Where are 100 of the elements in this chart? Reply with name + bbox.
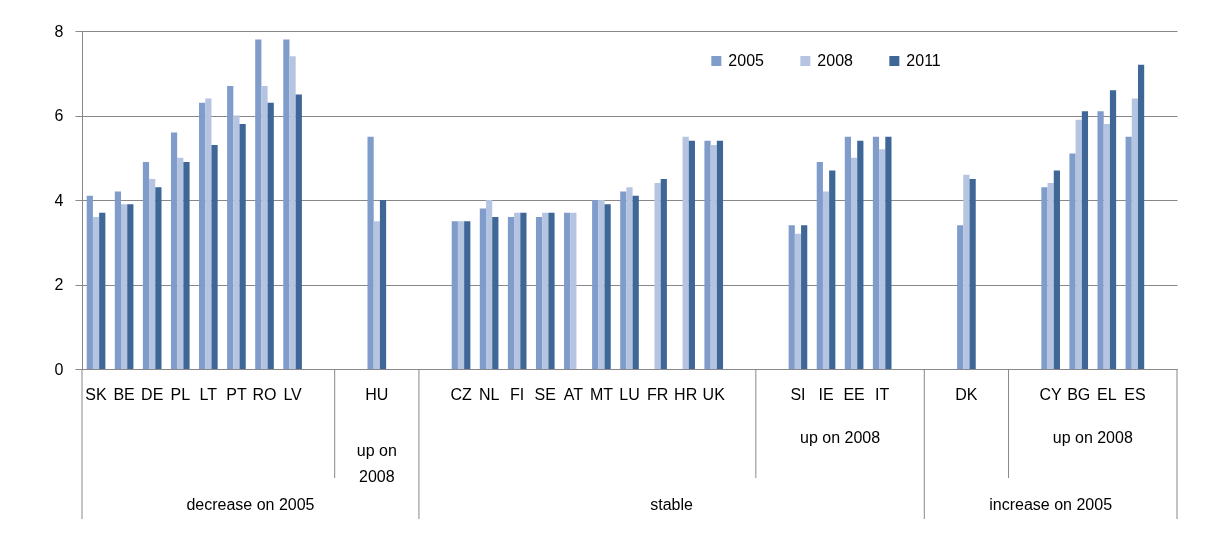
bar — [283, 39, 290, 369]
x-tick-label: NL — [478, 385, 500, 403]
bar — [464, 221, 471, 369]
bar — [969, 178, 976, 369]
bar — [626, 187, 633, 369]
x-tick-label: EE — [843, 385, 865, 403]
bar — [183, 161, 190, 369]
x-tick-label: LU — [619, 385, 640, 403]
text: stable — [650, 496, 694, 513]
bar — [1097, 111, 1104, 369]
bar — [177, 157, 184, 369]
bar — [211, 145, 218, 369]
bar — [1081, 111, 1089, 369]
bar — [654, 183, 661, 369]
bar — [716, 140, 724, 369]
bar — [885, 136, 892, 369]
x-tick-label: BG — [1067, 385, 1091, 403]
bar — [520, 212, 527, 369]
x-tick-label: FI — [510, 385, 525, 403]
bar — [598, 200, 605, 369]
bar — [957, 225, 964, 369]
bar — [267, 102, 274, 369]
x-tick-label: CZ — [450, 385, 472, 403]
bar — [816, 161, 823, 369]
bar — [688, 140, 695, 369]
bar — [1053, 170, 1060, 369]
x-tick-label: CY — [1039, 385, 1063, 403]
bar — [704, 140, 711, 369]
x-tick-label: LT — [199, 385, 218, 403]
bar — [295, 94, 302, 369]
bar — [486, 200, 493, 369]
text: up on 2008 — [356, 442, 397, 485]
bar — [1075, 119, 1082, 369]
bar — [548, 212, 555, 369]
text: up on 2008 — [800, 429, 881, 446]
bar — [844, 136, 852, 369]
bar — [149, 178, 156, 369]
bar — [1047, 183, 1054, 369]
bar — [794, 233, 802, 369]
x-tick-label: IE — [818, 385, 834, 403]
bar — [829, 170, 836, 369]
bar — [1041, 187, 1048, 369]
bar — [239, 123, 246, 369]
bar — [86, 195, 93, 369]
bar — [535, 216, 543, 369]
bar — [564, 212, 571, 369]
bar — [121, 204, 128, 369]
bar — [851, 157, 858, 369]
bar — [227, 85, 234, 369]
bar — [155, 187, 162, 369]
bar — [1125, 136, 1132, 369]
x-tick-label: HR — [674, 385, 698, 403]
x-tick-label: PT — [226, 385, 247, 403]
bar — [801, 225, 808, 369]
bar — [507, 216, 515, 369]
bar — [632, 195, 639, 369]
bar — [710, 145, 717, 369]
bar — [199, 102, 206, 369]
x-tick-label: DK — [955, 385, 978, 403]
bar — [788, 225, 795, 369]
text: up on 2008 — [1052, 429, 1133, 446]
x-tick-label: PL — [170, 385, 191, 403]
bar — [879, 149, 886, 369]
text: increase on 2005 — [989, 496, 1113, 513]
text: decrease on 2005 — [186, 496, 315, 513]
bar — [542, 212, 549, 369]
bar — [604, 204, 611, 369]
bar — [570, 212, 577, 369]
x-tick-label: MT — [589, 385, 614, 403]
bar — [479, 208, 487, 369]
y-tick-label: 6 — [54, 107, 64, 124]
bar — [289, 56, 296, 369]
y-tick-label: 4 — [54, 191, 64, 209]
bar — [233, 115, 240, 369]
bar — [255, 39, 262, 369]
y-tick-label: 2 — [54, 276, 64, 293]
x-tick-label: EL — [1097, 385, 1117, 403]
bar — [205, 98, 212, 369]
bar — [660, 178, 667, 369]
bar — [373, 221, 380, 369]
x-tick-label: FR — [646, 385, 669, 403]
y-tick-label: 0 — [54, 360, 64, 378]
bar — [514, 212, 521, 369]
bar — [620, 191, 627, 369]
legend-label: 2005 — [728, 52, 765, 69]
x-tick-label: DE — [141, 385, 164, 403]
bar — [451, 221, 458, 369]
legend-label: 2011 — [906, 52, 941, 69]
bar — [872, 136, 880, 369]
bar — [379, 200, 387, 369]
x-tick-label: SI — [790, 385, 806, 403]
x-tick-label: HU — [365, 385, 389, 403]
bar — [857, 140, 864, 369]
bar — [1109, 90, 1117, 369]
bar — [114, 191, 122, 369]
bar — [127, 204, 134, 369]
x-tick-label: UK — [702, 385, 726, 403]
bar — [822, 191, 830, 369]
x-tick-label: SK — [85, 385, 108, 403]
bar — [367, 136, 374, 369]
